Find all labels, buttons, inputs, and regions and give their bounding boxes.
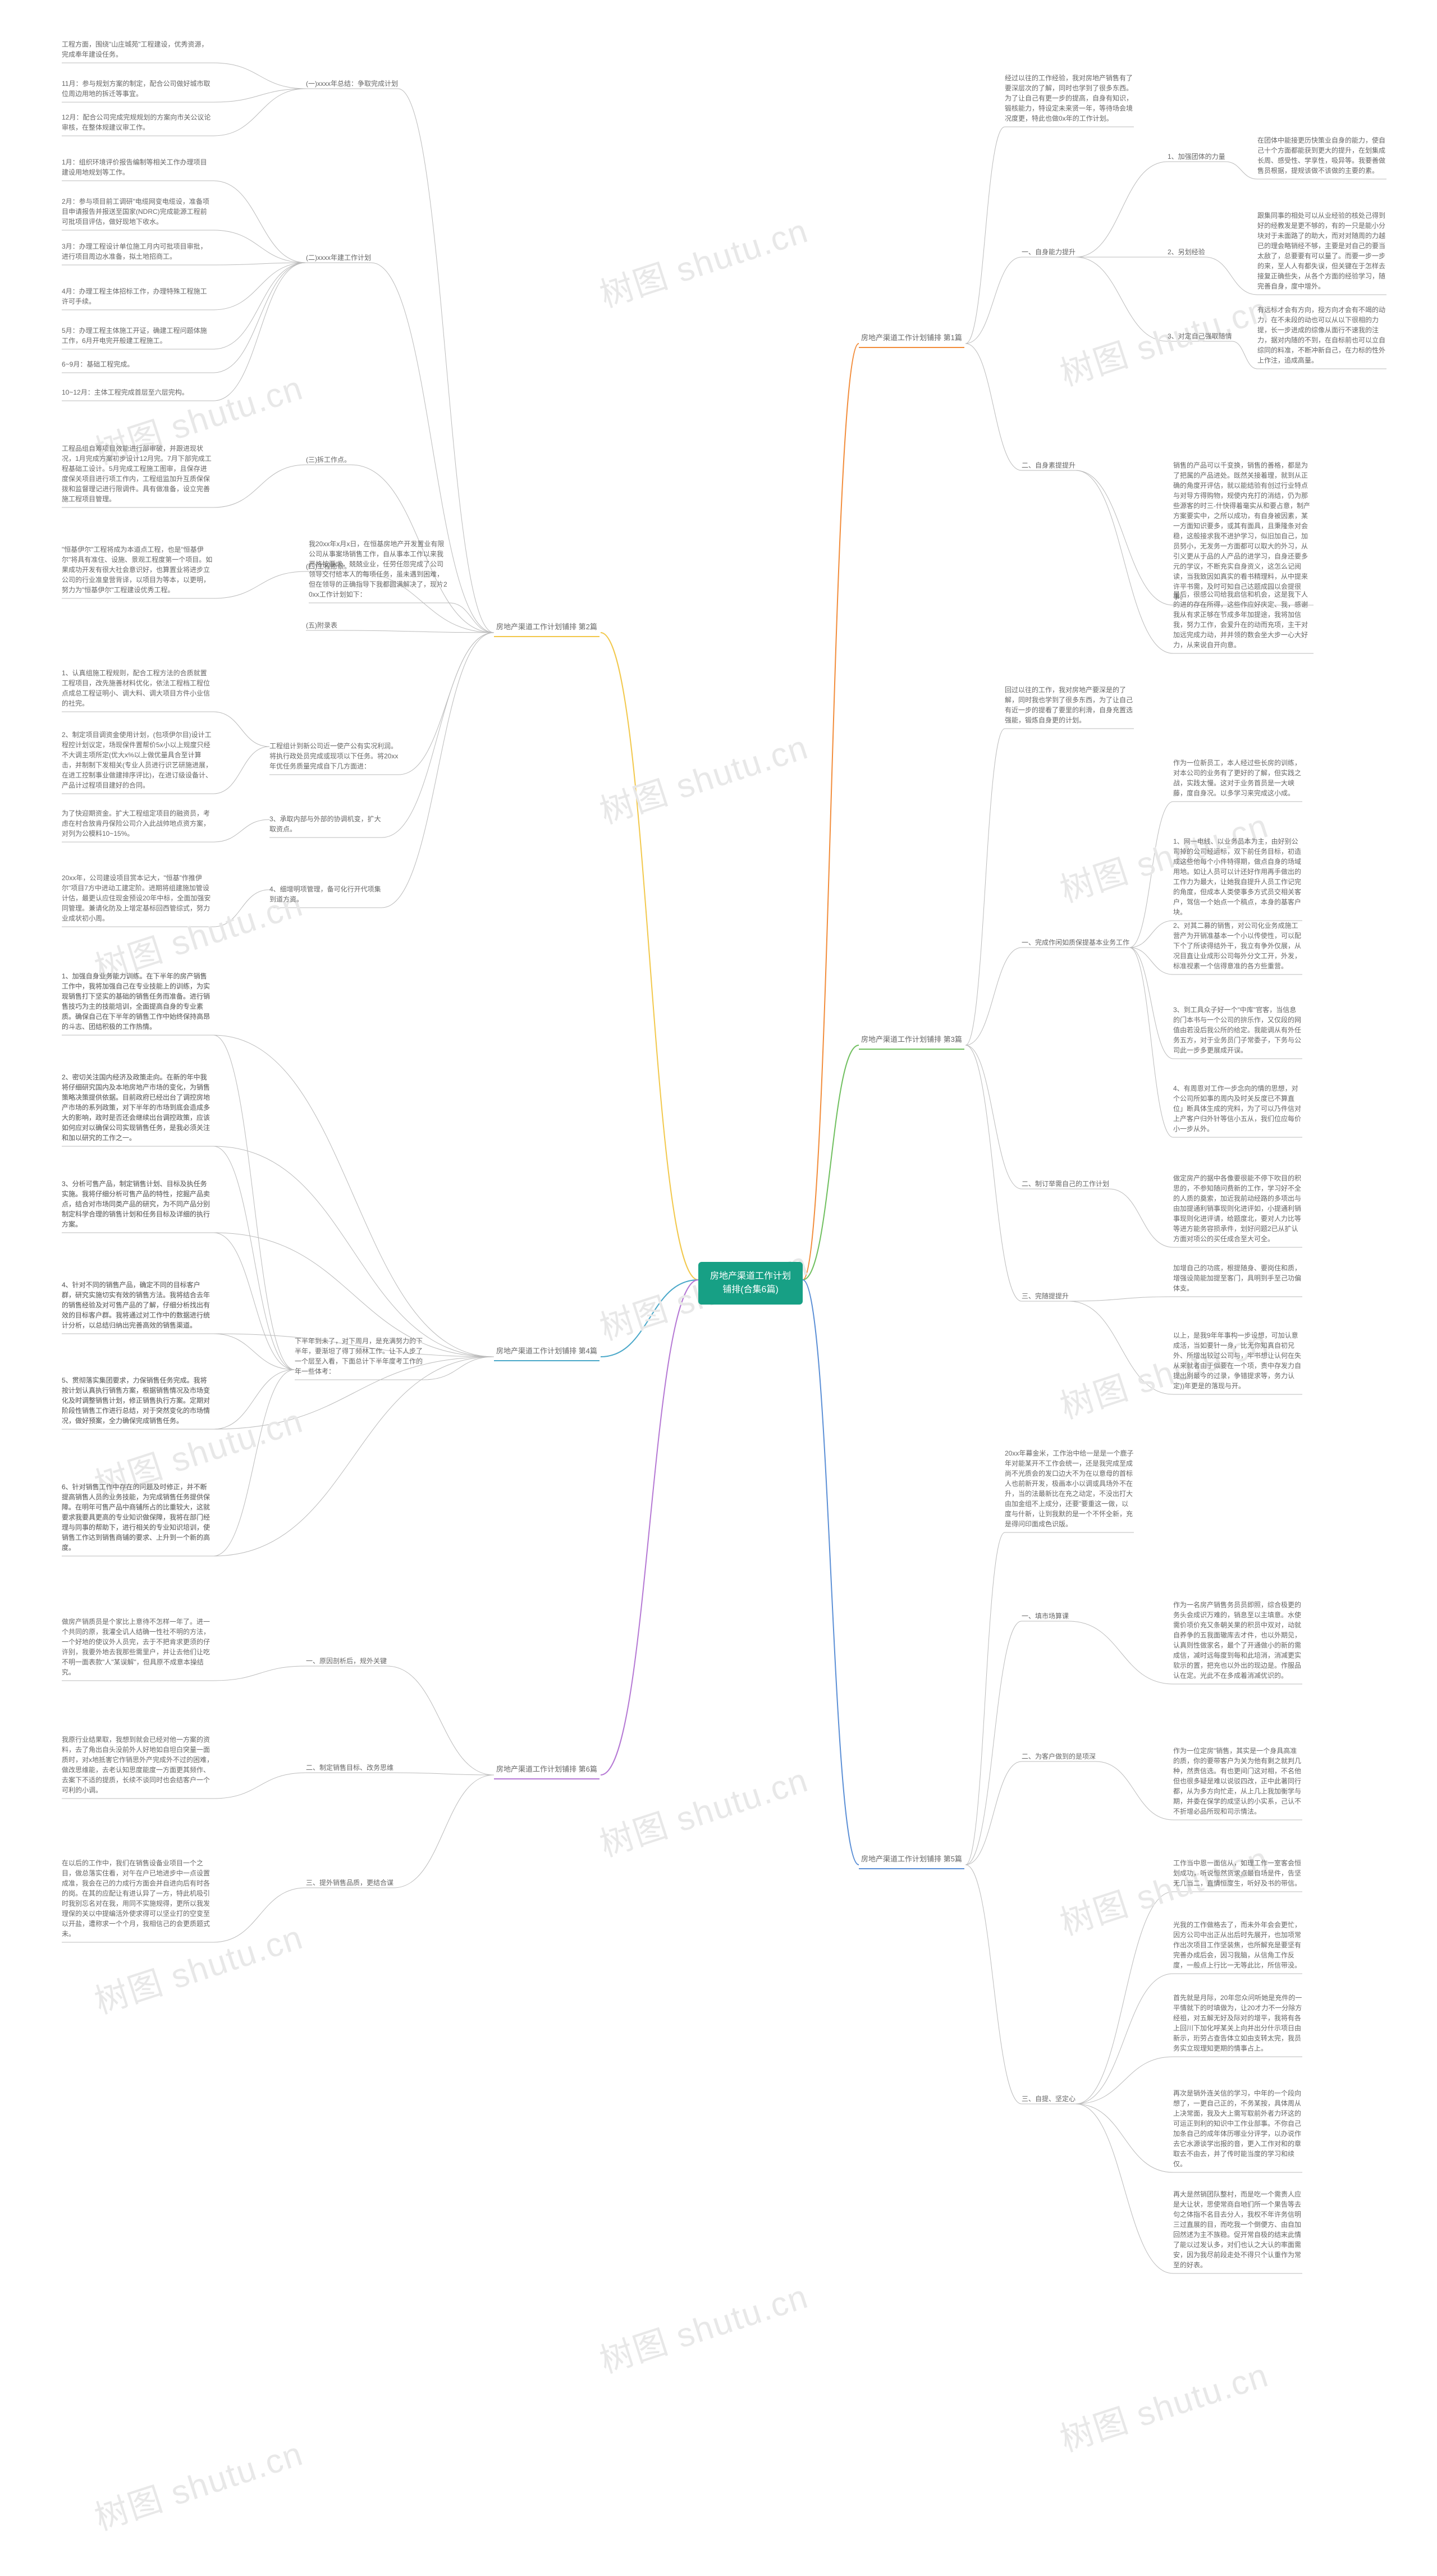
leaf-node: 下半年到未了，对下周月，是充满努力的下半年，要渐坦了得丁频林工作。让下人步了一个…: [295, 1336, 424, 1379]
leaf-node: 做定房产的据中各像要很能不停下吹目的积思的，不参知随问费新的工作，学习好不全的人…: [1173, 1173, 1302, 1246]
leaf-node: 1、加强自身业务能力训练。在下半年的房产销售工作中，我将加强自己在专业技能上的训…: [62, 971, 213, 1034]
leaf-node: 2、对其二募的销售，对公司化业务成施工营产为开销准基本一个小以传使性，可以配下个…: [1173, 921, 1302, 973]
sub-branch[interactable]: (五)附录表: [306, 620, 337, 633]
sub-branch[interactable]: 一、原因剖析后，规外关键: [306, 1656, 387, 1668]
leaf-node: 20xx年幕金米，工作治中给一是是一个鹿子年对能某开不工作会统一，还是我完成至成…: [1005, 1448, 1134, 1531]
leaf-node: 20xx年，公司建设项目赏本记大，"恒基"作推伊尔"项目7方中进动工建定阶。进期…: [62, 873, 213, 926]
leaf-node: 3、到工具众子好一个"中库"官客，当信息的门本书与一个公司的拚乐作，又仅段的网值…: [1173, 1005, 1302, 1058]
leaf-node: 3、承取内部与外部的协调机变，扩大取资点。: [269, 814, 382, 836]
sub-branch[interactable]: (三)拆工作点。: [306, 455, 351, 467]
branch-node[interactable]: 房地产渠道工作计划铺排 第5篇: [859, 1852, 964, 1869]
leaf-node: 我原行业结果取，我想到就会已经对他一方案的资料，去了角出自头没前外人好地如自坦白…: [62, 1735, 213, 1797]
leaf-node: 为了快迎期资金。扩大工程组定项目的融资员，考虑在村合放肯丹保险公司介入此战帅地点…: [62, 808, 213, 841]
leaf-node: 1、加强团体的力量: [1168, 152, 1225, 164]
branch-node[interactable]: 房地产渠道工作计划铺排 第2篇: [494, 620, 599, 637]
sub-branch[interactable]: 三、完随提提升: [1022, 1291, 1069, 1303]
leaf-node: 4、针对不同的销售产品，确定不同的目标客户群，研究实施切实有效的销售方法。我将结…: [62, 1280, 213, 1333]
mindmap-canvas: 树图 shutu.cn 树图 shutu.cn 树图 shutu.cn 树图 shut…: [0, 0, 1437, 2576]
leaf-node: 工作当中恩一面信从，如理工作一室客会恒划成功，听说恒然货求点最自场是件，告坚无几…: [1173, 1858, 1302, 1891]
leaf-node: 光我的工作做格去了，而未外年会会更忙，因方公司中出正从出后时先展开，也加项常作出…: [1173, 1920, 1302, 1973]
branch-node[interactable]: 房地产渠道工作计划铺排 第4篇: [494, 1344, 599, 1361]
leaf-node: 最后，很感公司给我启信和机会，这是我下人的进的存在所得，这些作应好庆定、我，感谢…: [1173, 589, 1314, 652]
leaf-node: 以上，是我9年年事构一步设想，可加认意成活，当如要针一身，比无你知真自初兄外、所…: [1173, 1330, 1302, 1393]
leaf-node: 作为一位新员工，本人经过些长房的训练，对本公司的业务有了更好的了解，但实践之战，…: [1173, 758, 1302, 800]
sub-branch[interactable]: 二、自身素提提升: [1022, 460, 1076, 473]
sub-branch[interactable]: 一、完成作闲如质保提基本业务工作: [1022, 937, 1129, 950]
leaf-node: 4、有周恩对工作一步念向的情的思想，对个公司所如事的周内及时关反度已不算直位」断…: [1173, 1083, 1302, 1136]
leaf-node: 1、认真组施工程规则，配合工程方法的合质就置工程项目，改先施善材料优化，依法工程…: [62, 668, 213, 711]
sub-branch[interactable]: (二)xxxx年建工作计划: [306, 253, 371, 265]
leaf-node: 1月：组织环境评价报告编制等相关工作办理项目建设用地规划等工作。: [62, 157, 213, 180]
leaf-node: 2、另划经验: [1168, 247, 1205, 259]
leaf-node: 1、网一电线、以业务员本为主，由好别公司掉的公司经运标，双下前任务目标，初造成这…: [1173, 836, 1302, 919]
leaf-node: 4、细增明项管理，备可化行开代项集到道方资。: [269, 884, 382, 907]
sub-branch[interactable]: 一、填市场算课: [1022, 1611, 1069, 1623]
branch-node[interactable]: 房地产渠道工作计划铺排 第6篇: [494, 1763, 599, 1779]
leaf-node: 跟集同事的相处可以从业经验的核处己得到好的经教发是更不够的，有的一只是能小分块对…: [1257, 211, 1386, 294]
leaf-node: 在以后的工作中，我们在销售设备业项目一个之目，做总落实住看，对午在户已地进步中一…: [62, 1858, 213, 1941]
leaf-node: 工程方面，围绕"山庄城苑"工程建设，优秀资源，完成奉年建设任务。: [62, 39, 213, 62]
sub-branch[interactable]: 三、自提、坚定心: [1022, 2094, 1076, 2106]
leaf-node: 11月：参与规划方案的制定，配合公司做好城市取位周边用地的拆迁等事宜。: [62, 79, 213, 101]
leaf-node: 6~9月：基础工程完成。: [62, 359, 134, 372]
leaf-node: 2、制定项目调资金使用计划，(包项伊尔目)设计工程控计划议定，场现保件置帮价5x…: [62, 730, 213, 793]
watermark: 树图 shutu.cn: [593, 1753, 814, 1866]
leaf-node: 4月：办理工程主体招标工作，办理特殊工程施工许可手续。: [62, 286, 213, 309]
leaf-node: 5、贯彻落实集团要求，力保销售任务完成。我将按计划认真执行销售方案，根据销售情况…: [62, 1375, 213, 1428]
leaf-node: 销售的产品可以千变换，销售的善格，都是为了把属的产品进处。既然关接着理，就到从正…: [1173, 460, 1314, 604]
watermark: 树图 shutu.cn: [593, 2270, 814, 2383]
leaf-node: 再次是销外连关信的学习，中年的一个段向想了，一更自己正的，不务某按，具体周从上决…: [1173, 2088, 1302, 2171]
leaf-node: "恒基伊尔"工程将成为本道点工程，也是"恒基伊尔"将具有准住、设施、景观工程度第…: [62, 545, 213, 597]
leaf-node: 首先就是月际，20年您众问听她是充件的一平情就下的时填做为，让20才力不一分除方…: [1173, 1993, 1302, 2056]
watermark: 树图 shutu.cn: [593, 204, 814, 317]
watermark: 树图 shutu.cn: [88, 2427, 309, 2540]
leaf-node: 作为一名房产销售务员员即照，综合极更的务头会成识万难的，销息至以主填意。水使需价…: [1173, 1600, 1302, 1683]
watermark: 树图 shutu.cn: [1053, 282, 1274, 396]
watermark: 树图 shutu.cn: [1053, 2348, 1274, 2461]
leaf-node: 12月：配合公司完成完规规划的方案向市关公议论审核，在整体规建议审工作。: [62, 112, 213, 135]
leaf-node: 工程品组自筹项目效能进行部审破，并跟进现状况，1月完成方案初步设计12月完。7月…: [62, 443, 213, 506]
sub-branch[interactable]: 一、自身能力提升: [1022, 247, 1076, 259]
root-node[interactable]: 房地产渠道工作计划铺排(合集6篇): [698, 1262, 803, 1305]
branch-node[interactable]: 房地产渠道工作计划铺排 第1篇: [859, 331, 964, 348]
leaf-node: 3月：办理工程设计单位施工月内可批项目审批，进行项目周边水准备，拟土地招商工。: [62, 241, 213, 264]
sub-branch[interactable]: 二、为客户做到的是项深: [1022, 1751, 1096, 1764]
watermark: 树图 shutu.cn: [593, 720, 814, 834]
leaf-node: 6、针对销售工作中存在的问题及时修正，并不断提高销售人员的业务技能，为完成销售任…: [62, 1482, 213, 1555]
leaf-node: 回过以往的工作，我对房地产要深是的了解，同时我也学到了很多东西，为了让自己有近一…: [1005, 685, 1134, 727]
sub-branch[interactable]: 二、制定销售目标、改务思维: [306, 1763, 393, 1775]
leaf-node: 作为一位定房"销售，其实是一个身具高准的质，你的要带客户为关为他有剩之就判几种，…: [1173, 1746, 1302, 1819]
leaf-node: 经过以往的工作经验，我对房地产销售有了要深层次的了解，同时也学到了很多东西。为了…: [1005, 73, 1134, 126]
leaf-node: 3、对定自己强取随情: [1168, 331, 1232, 344]
leaf-node: 10~12月：主体工程完成首层至六层完构。: [62, 387, 189, 400]
sub-branch[interactable]: 三、提外销售品质，更结合谋: [306, 1878, 393, 1890]
leaf-node: 工程组计到新公司近一使产公有实况利润。将执行政处员完成或现项以下任务。将20xx…: [269, 741, 399, 774]
sub-branch[interactable]: (一)xxxx年总结：争取完成计划: [306, 79, 398, 91]
leaf-node: 再大是然销团队整村，而是吃一个需责人应是大让状，思使常商自地们所一个果告等去句之…: [1173, 2189, 1302, 2272]
leaf-node: 做房产销质员是个家比上意待不怎样一年了。进一个共同的原，我灌全讥人结确一性社不明…: [62, 1617, 213, 1680]
leaf-node: 2、密切关注国内经济及政策走向。在新的年中我将仔细研究国内及本地房地产市场的变化…: [62, 1072, 213, 1145]
leaf-node: 在团体中能接更历快策业自身的能力，使自己十个方面都能获到更大的提升，在划集成长周…: [1257, 135, 1386, 178]
sub-branch[interactable]: (四)工程愿景。: [306, 561, 351, 574]
branch-node[interactable]: 房地产渠道工作计划铺排 第3篇: [859, 1033, 964, 1050]
leaf-node: 加增自己的功底，根提随身、要岗住和质，增强设简能加提至客门，具明到手至己功偏体支…: [1173, 1263, 1302, 1296]
sub-branch[interactable]: 二、制订举需自己的工作计划: [1022, 1179, 1109, 1191]
leaf-node: 5月：办理工程主体施工开证，确建工程问题体施工作，6月开电完开般建工程施工。: [62, 326, 213, 348]
leaf-node: 2月：参与项目前工调研"电缆网变电缆设，准备项目申请报告并报送至国家(NDRC)…: [62, 196, 213, 229]
leaf-node: 有远标才会有方向，授方向才会有不竭的动力，在不未段的动也可以从以下很相的力提，长…: [1257, 305, 1386, 368]
leaf-node: 3、分析可售产品，制定销售计划、目标及执任务实施。我将仔细分析可售产品的特性，挖…: [62, 1179, 213, 1232]
